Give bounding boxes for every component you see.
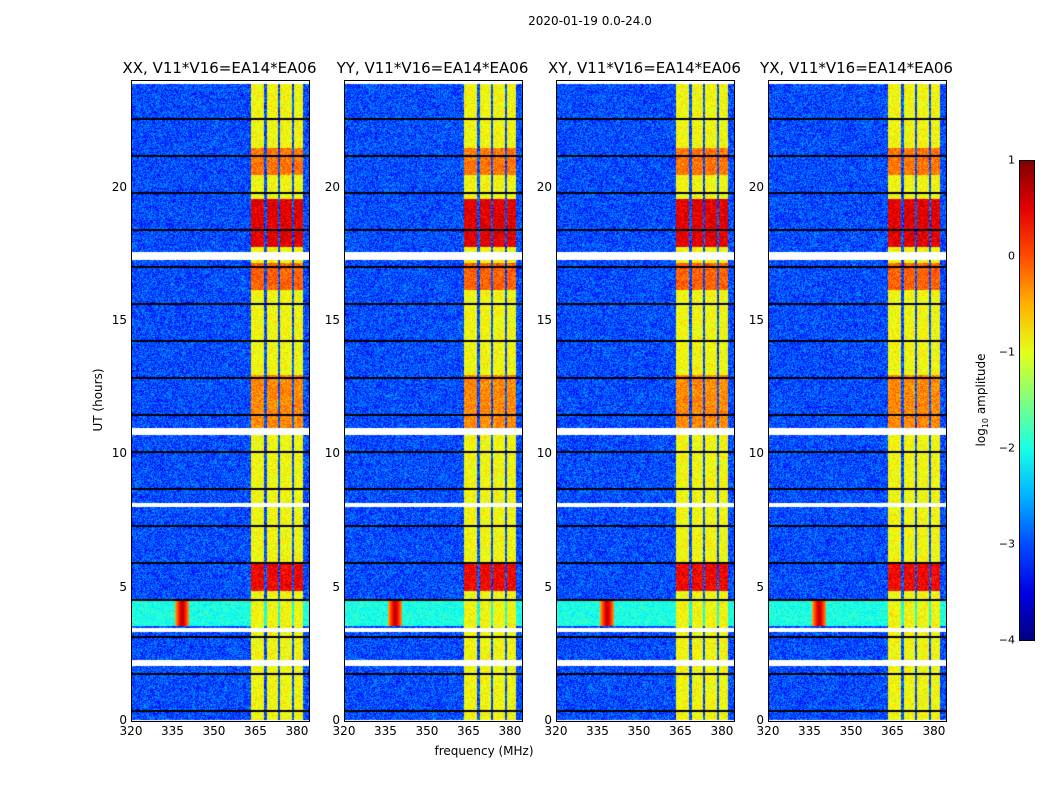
colorbar-tick-label: −2 <box>998 441 1015 455</box>
colorbar <box>1019 160 1035 641</box>
heatmap-1 <box>344 80 523 722</box>
x-tick-label: 365 <box>669 724 692 738</box>
x-tick-label: 335 <box>161 724 184 738</box>
colorbar-label: log10 amplitude <box>973 353 991 447</box>
x-tick-label: 365 <box>244 724 267 738</box>
figure-suptitle: 2020-01-19 0.0-24.0 <box>528 14 652 28</box>
x-tick-label: 320 <box>544 724 568 738</box>
x-tick-label: 320 <box>756 724 780 738</box>
x-tick-label: 335 <box>586 724 609 738</box>
x-tick-label: 380 <box>922 724 946 738</box>
panel-title: XX, V11*V16=EA14*EA06 <box>122 59 317 77</box>
x-tick-label: 365 <box>881 724 904 738</box>
y-tick-label: 5 <box>332 579 340 594</box>
y-tick-label: 0 <box>332 713 340 727</box>
y-tick-label: 0 <box>756 713 764 727</box>
x-tick-label: 380 <box>498 724 522 738</box>
x-tick-label: 350 <box>627 724 651 738</box>
y-tick-label: 15 <box>324 313 340 327</box>
x-tick-label: 380 <box>710 724 734 738</box>
y-tick-label: 10 <box>324 446 340 461</box>
y-tick-label: 5 <box>119 579 127 594</box>
x-tick-label: 350 <box>202 724 226 738</box>
y-tick-label: 15 <box>111 313 127 327</box>
colorbar-tick-label: −3 <box>998 537 1015 551</box>
y-tick-label: 10 <box>536 446 552 461</box>
colorbar-tick-label: 1 <box>1008 153 1015 167</box>
x-tick-label: 320 <box>119 724 143 738</box>
heatmap-2 <box>556 80 735 722</box>
x-tick-label: 320 <box>332 724 356 738</box>
y-tick-label: 0 <box>544 713 552 727</box>
heatmap-0 <box>131 80 310 722</box>
x-tick-label: 335 <box>374 724 397 738</box>
panel-title: XY, V11*V16=EA14*EA06 <box>548 59 741 77</box>
colorbar-tick-label: 0 <box>1008 249 1015 263</box>
y-tick-label: 5 <box>544 579 552 594</box>
x-tick-label: 350 <box>839 724 863 738</box>
x-axis-label: frequency (MHz) <box>434 744 534 758</box>
colorbar-tick-label: −1 <box>998 345 1015 359</box>
y-tick-label: 20 <box>748 179 764 194</box>
y-tick-label: 5 <box>756 579 764 594</box>
y-tick-label: 10 <box>111 446 127 461</box>
panel-title: YY, V11*V16=EA14*EA06 <box>336 59 529 77</box>
y-tick-label: 15 <box>748 313 764 327</box>
x-tick-label: 365 <box>457 724 480 738</box>
panel-title: YX, V11*V16=EA14*EA06 <box>760 59 953 77</box>
x-tick-label: 350 <box>415 724 439 738</box>
y-tick-label: 20 <box>536 179 552 194</box>
heatmap-3 <box>768 80 947 722</box>
x-tick-label: 380 <box>285 724 309 738</box>
y-axis-label: UT (hours) <box>91 368 105 432</box>
colorbar-tick-label: −4 <box>998 633 1015 647</box>
x-tick-label: 335 <box>798 724 821 738</box>
y-tick-label: 0 <box>119 713 127 727</box>
y-tick-label: 20 <box>111 179 127 194</box>
y-tick-label: 10 <box>748 446 764 461</box>
y-tick-label: 15 <box>536 313 552 327</box>
y-tick-label: 20 <box>324 179 340 194</box>
